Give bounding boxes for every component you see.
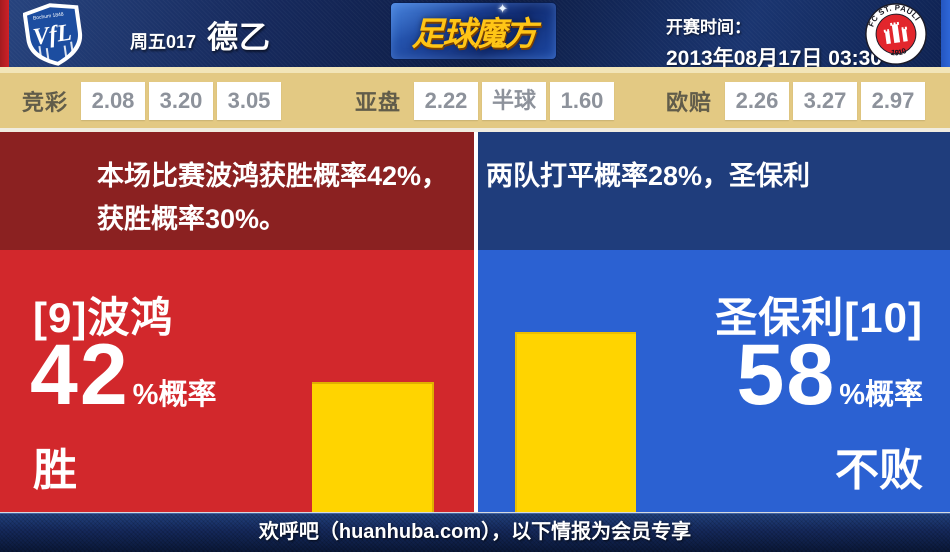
header: Bochum 1848 VfL 周五017 德乙 足球魔方 ✦ 开赛时间： 20… — [0, 0, 950, 70]
footer-banner: 欢呼吧（huanhuba.com），以下情报为会员专享 — [0, 512, 950, 552]
bochum-crest-icon: Bochum 1848 VfL — [22, 2, 85, 73]
away-outcome: 不败 — [835, 446, 923, 495]
home-percent-value: 42 — [30, 327, 130, 423]
oupei-draw-odds: 3.27 — [793, 81, 857, 120]
oupei-home-odds: 2.26 — [725, 81, 789, 120]
home-percent-suffix: %概率 — [132, 379, 217, 411]
prediction-band: [9]波鸿 42 %概率 胜 圣保利[10] 58 %概率 不败 — [0, 250, 950, 512]
match-number: 周五017 — [130, 32, 197, 52]
summary-home-text: 本场比赛波鸿获胜概率42%， 获胜概率30%。 — [0, 132, 474, 250]
yapan-home-odds: 2.22 — [414, 81, 479, 120]
odds-group-yapan: 亚盘 2.22 半球 1.60 — [355, 73, 615, 128]
odds-group-oupei: 欧赔 2.26 3.27 2.97 — [666, 73, 925, 128]
yapan-handicap: 半球 — [482, 81, 547, 120]
left-red-edge-stripe — [0, 0, 9, 67]
home-outcome: 胜 — [33, 446, 77, 495]
jingcai-draw-odds: 3.20 — [149, 81, 214, 120]
away-percent-value: 58 — [736, 327, 837, 423]
kickoff-time: 2013年08月17日 03:30 — [666, 47, 882, 70]
header-gold-divider — [0, 67, 950, 73]
svg-text:1910: 1910 — [889, 46, 908, 59]
match-info: 周五017 德乙 — [130, 12, 271, 57]
away-percent-suffix: %概率 — [839, 379, 923, 411]
castle-emblem — [883, 21, 908, 45]
home-probability: 42 %概率 — [30, 332, 216, 418]
site-logo-text: 足球魔方 — [411, 15, 538, 52]
jingcai-home-odds: 2.08 — [81, 81, 146, 120]
summary-line-1: 本场比赛波鸿获胜概率42%， — [97, 161, 449, 191]
summary-line-3: 两队打平概率28%，圣保利 — [486, 161, 811, 191]
home-team-name: [9]波鸿 — [33, 294, 174, 341]
summary-away-text: 两队打平概率28%，圣保利 — [478, 132, 950, 250]
away-probability-bar — [515, 332, 636, 512]
center-divider — [474, 132, 478, 250]
crest-monogram: VfL — [31, 20, 73, 51]
away-probability: 58 %概率 — [737, 332, 923, 418]
odds-group-jingcai: 竞彩 2.08 3.20 3.05 — [22, 73, 282, 128]
footer-text: 欢呼吧（huanhuba.com），以下情报为会员专享 — [258, 521, 692, 543]
crest-sub-text: Bochum 1848 — [33, 11, 65, 21]
yapan-label: 亚盘 — [355, 89, 402, 115]
oupei-label: 欧赔 — [665, 89, 712, 115]
kickoff-info: 开赛时间： 2013年08月17日 03:30 — [666, 13, 882, 72]
stpauli-crest-icon: FC ST. PAULI 1910 — [863, 0, 929, 72]
league-name: 德乙 — [207, 20, 272, 55]
right-blue-edge-stripe — [941, 0, 950, 67]
yapan-away-odds: 1.60 — [550, 81, 615, 120]
crest-ring-bottom-text: 1910 — [889, 46, 908, 59]
odds-bar: 竞彩 2.08 3.20 3.05 亚盘 2.22 半球 1.60 欧赔 2.2… — [0, 73, 950, 128]
kickoff-label: 开赛时间： — [666, 18, 751, 37]
site-logo[interactable]: 足球魔方 ✦ — [390, 1, 557, 60]
away-team-name: 圣保利[10] — [715, 294, 923, 341]
jingcai-label: 竞彩 — [22, 89, 69, 115]
summary-line-2: 获胜概率30%。 — [97, 204, 287, 234]
jingcai-away-odds: 3.05 — [217, 81, 282, 120]
center-divider-main — [474, 250, 478, 512]
crest-stripes — [38, 41, 74, 61]
home-probability-bar — [312, 382, 434, 512]
odds-bottom-divider — [0, 128, 950, 132]
sparkle-icon: ✦ — [497, 1, 508, 16]
summary-band: 本场比赛波鸿获胜概率42%， 获胜概率30%。 两队打平概率28%，圣保利 — [0, 132, 950, 250]
oupei-away-odds: 2.97 — [861, 81, 925, 120]
